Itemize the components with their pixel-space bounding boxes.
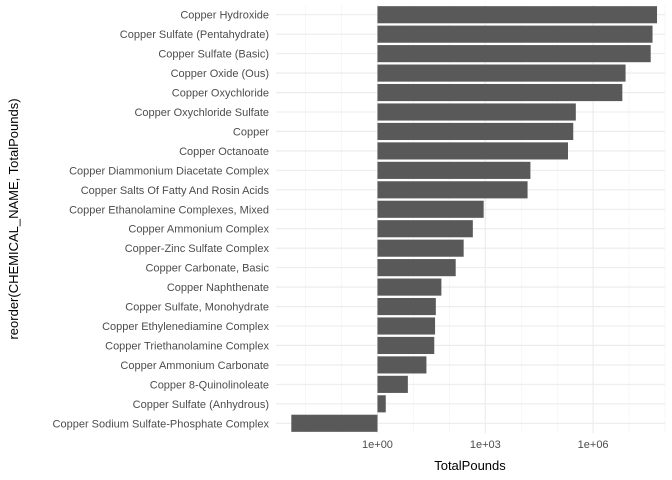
y-tick-label: Copper Triethanolamine Complex xyxy=(105,340,269,352)
y-tick-label: Copper Ethanolamine Complexes, Mixed xyxy=(69,204,269,216)
bar xyxy=(377,220,473,238)
bar xyxy=(377,356,427,374)
bar xyxy=(377,297,436,316)
y-tick-label: Copper Octanoate xyxy=(179,146,269,158)
x-tick-label: 1e+06 xyxy=(578,439,609,451)
x-axis-title: TotalPounds xyxy=(434,458,506,473)
y-tick-label: Copper Oxychloride xyxy=(172,88,269,100)
y-tick-label: Copper Sulfate (Anhydrous) xyxy=(133,399,269,411)
x-tick-labels: 1e+00 1e+03 1e+06 xyxy=(362,439,609,451)
y-tick-label: Copper Diammonium Diacetate Complex xyxy=(69,165,269,177)
bars xyxy=(291,6,658,432)
bar xyxy=(377,103,576,121)
bar xyxy=(291,414,378,432)
bar xyxy=(377,122,574,141)
bar xyxy=(377,64,626,82)
bar xyxy=(377,278,442,296)
y-tick-label: Copper Sodium Sulfate-Phosphate Complex xyxy=(53,418,270,430)
y-tick-label: Copper 8-Quinolinoleate xyxy=(150,379,269,391)
y-tick-label: Copper Salts Of Fatty And Rosin Acids xyxy=(81,185,270,197)
bar xyxy=(377,259,456,277)
bar xyxy=(377,142,569,160)
y-axis-title: reorder(CHEMICAL_NAME, TotalPounds) xyxy=(6,98,21,339)
y-tick-label: Copper Ammonium Carbonate xyxy=(120,360,269,372)
bar xyxy=(377,200,484,218)
y-tick-label: Copper xyxy=(233,126,269,138)
x-tick-label: 1e+00 xyxy=(362,439,393,451)
bar xyxy=(377,395,386,413)
bar xyxy=(377,239,464,257)
y-tick-label: Copper Hydroxide xyxy=(180,10,269,22)
bar xyxy=(377,45,651,63)
x-tick-label: 1e+03 xyxy=(470,439,501,451)
y-tick-label: Copper Sulfate, Monohydrate xyxy=(125,302,269,314)
y-tick-label: Copper Sulfate (Basic) xyxy=(158,49,269,61)
y-tick-label: Copper Oxychloride Sulfate xyxy=(134,107,269,119)
y-tick-label: Copper Sulfate (Pentahydrate) xyxy=(120,29,269,41)
bar xyxy=(377,317,436,335)
y-tick-label: Copper Ammonium Complex xyxy=(128,224,269,236)
y-tick-labels: Copper Hydroxide Copper Sulfate (Pentahyd… xyxy=(53,10,270,431)
bar xyxy=(377,25,653,43)
bar xyxy=(377,6,658,24)
y-tick-label: Copper-Zinc Sulfate Complex xyxy=(125,243,270,255)
bar xyxy=(377,161,531,179)
bar xyxy=(377,181,528,199)
y-tick-label: Copper Ethylenediamine Complex xyxy=(102,321,269,333)
bar xyxy=(377,336,435,355)
y-tick-label: Copper Oxide (Ous) xyxy=(171,68,269,80)
y-tick-label: Copper Carbonate, Basic xyxy=(145,263,269,275)
y-tick-label: Copper Naphthenate xyxy=(167,282,269,294)
bar xyxy=(377,375,408,393)
bar xyxy=(377,83,623,102)
